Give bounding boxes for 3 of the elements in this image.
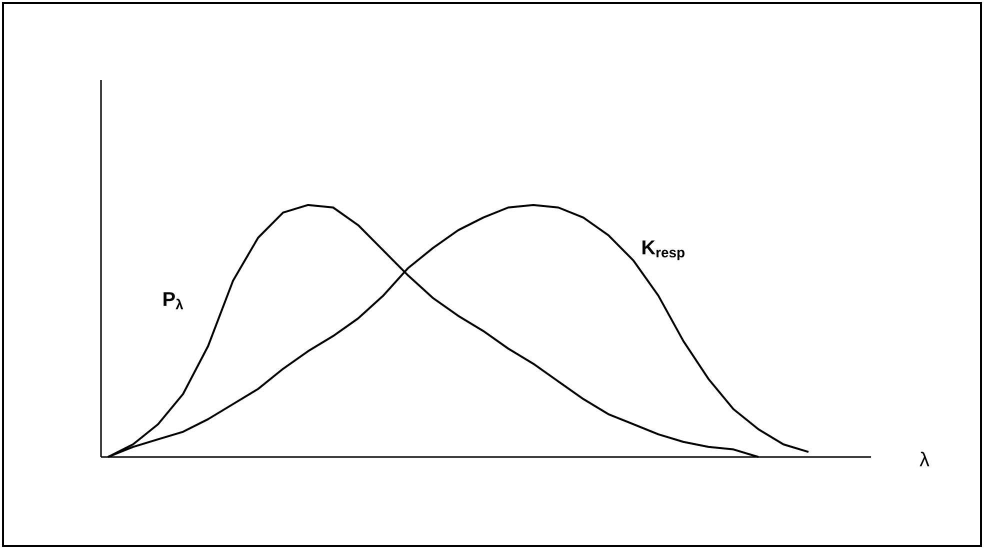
x-axis-title: λ <box>920 452 930 466</box>
text: K$_{resp}$ <box>642 240 684 260</box>
text: P$_{λ}$ <box>164 292 184 310</box>
